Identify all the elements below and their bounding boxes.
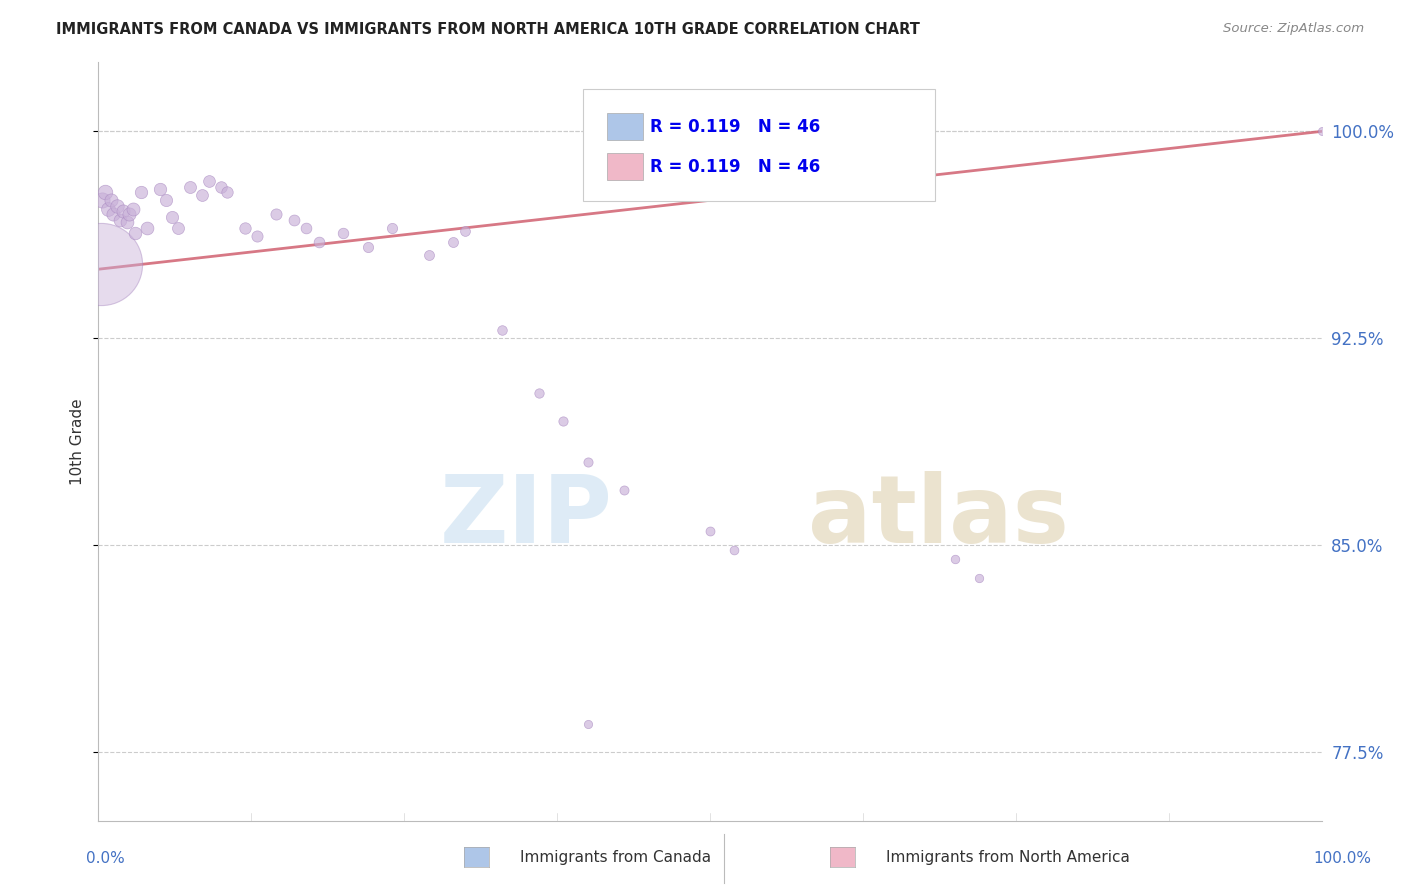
Point <box>167 220 190 235</box>
Text: 100.0%: 100.0% <box>1313 851 1372 865</box>
Point <box>191 187 214 202</box>
Point <box>356 240 378 254</box>
Text: Immigrants from North America: Immigrants from North America <box>886 850 1129 864</box>
Point <box>90 257 112 271</box>
Point <box>129 185 152 199</box>
Point <box>115 215 138 229</box>
Point <box>1310 124 1333 138</box>
Text: 0.0%: 0.0% <box>86 851 125 865</box>
Point <box>136 220 159 235</box>
Point <box>418 248 440 262</box>
Point <box>149 182 172 196</box>
Point <box>283 212 305 227</box>
Point <box>160 210 183 224</box>
Text: atlas: atlas <box>808 471 1069 564</box>
Point <box>197 174 219 188</box>
Point <box>118 207 141 221</box>
Point <box>93 185 115 199</box>
Point <box>576 717 599 731</box>
Point <box>91 194 114 208</box>
Point <box>723 543 745 558</box>
Point <box>155 194 177 208</box>
Point <box>576 455 599 469</box>
Point <box>699 524 721 538</box>
Point <box>100 194 122 208</box>
Point <box>381 220 404 235</box>
Point <box>527 386 550 401</box>
Point <box>943 551 966 566</box>
Text: IMMIGRANTS FROM CANADA VS IMMIGRANTS FROM NORTH AMERICA 10TH GRADE CORRELATION C: IMMIGRANTS FROM CANADA VS IMMIGRANTS FRO… <box>56 22 920 37</box>
Point <box>97 202 120 216</box>
Text: ZIP: ZIP <box>439 471 612 564</box>
Point <box>105 199 128 213</box>
Point <box>332 227 354 241</box>
Point <box>209 179 232 194</box>
Point <box>246 229 269 244</box>
Point <box>264 207 287 221</box>
Point <box>179 179 201 194</box>
Text: R = 0.119   N = 46: R = 0.119 N = 46 <box>650 158 820 176</box>
Point <box>295 220 318 235</box>
Text: R = 0.119   N = 46: R = 0.119 N = 46 <box>650 118 820 136</box>
Point <box>124 227 146 241</box>
Point <box>441 235 464 249</box>
Y-axis label: 10th Grade: 10th Grade <box>70 398 86 485</box>
Point <box>110 212 132 227</box>
Point <box>111 204 134 219</box>
Point <box>454 224 477 238</box>
Point <box>215 185 238 199</box>
Point <box>613 483 636 497</box>
Point <box>121 202 143 216</box>
Point <box>308 235 330 249</box>
Point <box>967 571 990 585</box>
Text: Source: ZipAtlas.com: Source: ZipAtlas.com <box>1223 22 1364 36</box>
Text: Immigrants from Canada: Immigrants from Canada <box>520 850 711 864</box>
Point <box>553 414 575 428</box>
Point <box>101 207 124 221</box>
Point <box>491 323 513 337</box>
Point <box>233 220 256 235</box>
